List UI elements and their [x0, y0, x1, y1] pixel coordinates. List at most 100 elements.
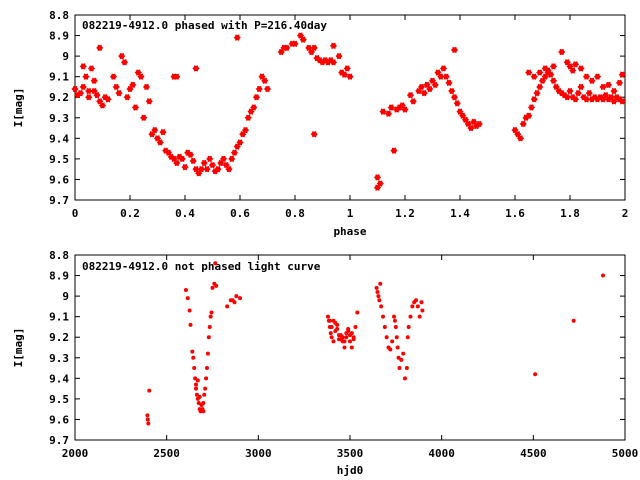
data-point — [335, 52, 343, 60]
data-point — [431, 81, 439, 89]
data-point — [410, 304, 415, 309]
data-point — [196, 401, 201, 405]
data-point — [439, 65, 448, 72]
data-point — [346, 329, 351, 334]
data-point — [93, 92, 101, 99]
data-point — [137, 73, 145, 80]
data-point — [225, 304, 230, 309]
data-point — [399, 357, 404, 362]
data-point — [234, 294, 239, 299]
data-point — [530, 73, 538, 80]
x-tick-label: 0 — [72, 207, 79, 220]
data-point — [582, 96, 591, 103]
data-point — [375, 290, 380, 294]
data-point — [387, 104, 395, 111]
data-point — [329, 335, 334, 340]
x-tick-label: 1 — [347, 207, 354, 220]
data-point — [188, 322, 193, 327]
data-point — [209, 310, 214, 315]
data-point — [120, 59, 129, 66]
data-point — [230, 149, 239, 156]
data-point — [145, 413, 150, 418]
data-point — [340, 71, 349, 78]
data-point — [252, 94, 261, 101]
data-point — [414, 298, 418, 303]
data-point — [191, 355, 196, 360]
data-point — [87, 65, 96, 72]
y-tick-label: 9.6 — [49, 413, 69, 426]
data-point — [406, 324, 411, 329]
data-point — [146, 421, 151, 426]
data-point — [437, 73, 445, 80]
data-point — [420, 89, 428, 97]
data-point — [417, 314, 422, 319]
data-point — [109, 73, 118, 80]
y-tick-label: 9 — [62, 50, 69, 63]
phased-chart: 082219-4912.0 phased with P=216.40day ph… — [12, 9, 628, 238]
data-point — [448, 87, 456, 95]
unphased-axis-ticks: 2000 2500 3000 3500 4000 4500 5000 8.8 8.9 9 9.1 9.… — [49, 249, 638, 460]
data-point — [238, 296, 242, 301]
data-point — [205, 366, 209, 371]
data-point — [283, 44, 291, 52]
data-point — [403, 376, 407, 381]
unphased-chart-title: 082219-4912.0 not phased light curve — [82, 260, 321, 273]
data-point — [197, 166, 206, 173]
data-point — [453, 100, 461, 107]
x-tick-label: 0.4 — [175, 207, 195, 220]
data-point — [190, 349, 195, 354]
data-point — [394, 335, 399, 340]
data-point — [342, 345, 347, 350]
data-point — [373, 184, 382, 191]
data-point — [329, 59, 338, 66]
data-point — [384, 110, 393, 117]
data-point — [574, 89, 582, 97]
data-point — [593, 73, 602, 80]
x-tick-label: 4500 — [520, 447, 547, 460]
data-point — [397, 366, 402, 371]
data-point — [571, 96, 580, 103]
data-point — [599, 83, 607, 91]
data-point — [192, 65, 200, 72]
data-point — [536, 69, 544, 76]
data-point — [244, 114, 252, 121]
data-point — [419, 300, 424, 305]
x-tick-label: 1.6 — [505, 207, 525, 220]
data-point — [112, 83, 120, 91]
data-point — [558, 48, 566, 56]
data-point — [525, 112, 533, 119]
data-point — [187, 308, 192, 313]
y-tick-label: 9.3 — [49, 112, 69, 125]
data-point — [390, 339, 395, 344]
x-tick-label: 1.4 — [450, 207, 470, 220]
phased-y-axis-label: I[mag] — [12, 88, 25, 128]
data-point — [516, 135, 525, 142]
y-tick-label: 9.4 — [49, 132, 69, 145]
data-point — [79, 63, 87, 70]
data-point — [90, 77, 98, 84]
data-point — [335, 327, 340, 331]
data-point — [615, 79, 624, 86]
data-point — [392, 318, 397, 323]
x-tick-label: 1.8 — [560, 207, 580, 220]
data-point — [129, 81, 137, 89]
data-point — [193, 376, 198, 381]
data-point — [213, 261, 218, 266]
y-tick-label: 8.9 — [49, 270, 69, 283]
data-point — [381, 314, 385, 319]
data-point — [348, 339, 352, 344]
data-point — [340, 339, 345, 344]
data-point — [577, 83, 585, 91]
data-point — [401, 106, 409, 113]
phased-x-axis-label: phase — [333, 225, 366, 238]
data-point — [310, 44, 318, 52]
data-point — [329, 324, 334, 329]
y-tick-label: 9.7 — [49, 194, 69, 207]
data-point — [96, 44, 104, 52]
data-point — [181, 163, 189, 171]
data-point — [333, 320, 338, 325]
data-point — [401, 351, 406, 356]
phased-data-points — [71, 32, 626, 191]
data-point — [566, 87, 574, 95]
data-point — [327, 318, 332, 323]
